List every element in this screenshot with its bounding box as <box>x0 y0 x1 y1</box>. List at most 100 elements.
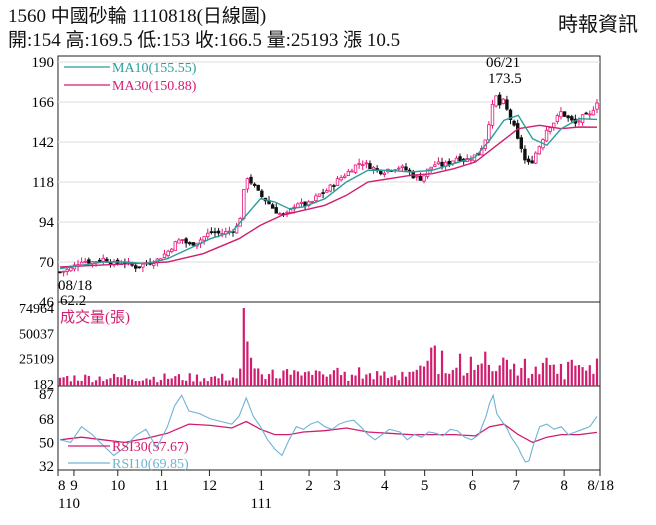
volume-bar <box>224 380 227 386</box>
candle-body <box>87 259 91 264</box>
candle-body <box>310 201 314 203</box>
candle-body <box>357 163 361 165</box>
volume-bar <box>559 363 563 386</box>
volume-bar <box>307 371 310 386</box>
volume-bar <box>303 372 307 386</box>
price-tick-label: 166 <box>32 95 55 111</box>
volume-bar <box>570 359 573 386</box>
volume-bar <box>84 374 87 386</box>
price-tick-label: 94 <box>39 215 55 231</box>
candle-body <box>422 175 426 182</box>
candle-body <box>429 166 433 170</box>
ma10-legend-label: MA10(155.55) <box>112 61 197 76</box>
candle-body <box>512 120 516 126</box>
x-tick-label: 7 <box>513 478 521 494</box>
volume-bar <box>163 373 166 386</box>
volume-tick-label: 50037 <box>19 327 54 342</box>
volume-bar <box>267 374 271 386</box>
volume-bar <box>361 378 364 386</box>
candle-body <box>216 230 221 234</box>
candle-body <box>415 175 419 178</box>
volume-bar <box>271 369 274 386</box>
volume-bar <box>592 373 595 386</box>
volume-bar <box>404 376 408 386</box>
candle-body <box>397 167 401 170</box>
candle-body <box>256 184 260 191</box>
candle-body <box>249 176 253 184</box>
candle-body <box>458 156 462 162</box>
volume-bar <box>505 359 508 386</box>
candle-body <box>335 178 340 186</box>
x-year-label: 111 <box>251 496 272 512</box>
candle-body <box>469 158 473 161</box>
volume-bar <box>58 377 62 386</box>
candle-body <box>548 127 552 132</box>
volume-bar <box>66 375 69 386</box>
volume-tick-label: 182 <box>33 378 54 393</box>
volume-bar <box>469 356 472 386</box>
rsi-tick-label: 87 <box>39 387 55 403</box>
volume-bar <box>372 379 375 386</box>
candle-body <box>361 164 365 167</box>
volume-bar <box>329 374 332 386</box>
candle-body <box>252 183 257 186</box>
volume-bar <box>549 364 552 386</box>
rsi10-line <box>59 393 598 463</box>
volume-bar <box>368 373 372 386</box>
volume-bar <box>80 380 83 386</box>
volume-bar <box>595 358 599 386</box>
volume-bar <box>332 370 336 386</box>
x-tick-label: 10 <box>110 478 125 494</box>
volume-bar <box>94 380 98 386</box>
volume-bar <box>552 364 555 386</box>
rsi10-legend-label: RSI10(69.85) <box>112 457 189 472</box>
volume-bar <box>588 365 591 386</box>
candle-body <box>101 257 105 262</box>
volume-bar <box>246 341 249 386</box>
volume-bar <box>321 374 325 386</box>
candle-body <box>170 248 174 253</box>
candle-body <box>97 259 102 262</box>
volume-bar <box>376 371 379 386</box>
volume-bar <box>451 370 454 386</box>
chart-title: 1560 中國砂輪 1110818(日線圖) <box>8 6 267 27</box>
x-tick-label: 3 <box>333 478 341 494</box>
candle-body <box>328 184 333 192</box>
candle-body <box>274 207 278 214</box>
volume-bar <box>253 368 256 386</box>
volume-bar <box>285 369 289 386</box>
volume-bar <box>296 371 299 386</box>
volume-bar <box>520 368 523 386</box>
candle-body <box>555 115 560 123</box>
volume-bar <box>563 379 566 386</box>
volume-bar <box>577 365 581 386</box>
volume-bar <box>242 308 245 386</box>
volume-bar <box>336 367 339 386</box>
candle-body <box>162 253 167 258</box>
volume-bar <box>473 369 476 386</box>
candle-body <box>505 99 509 110</box>
volume-bar <box>340 375 343 386</box>
volume-bar <box>455 367 458 386</box>
volume-bar <box>289 374 292 386</box>
volume-bar <box>116 377 119 386</box>
volume-bar <box>249 357 253 386</box>
volume-bar <box>264 379 267 386</box>
candle-body <box>454 157 459 163</box>
volume-bar <box>282 370 285 386</box>
candle-body <box>490 103 495 126</box>
volume-bar <box>73 375 76 386</box>
volume-bar <box>188 373 191 386</box>
volume-bar <box>347 380 350 386</box>
volume-bar <box>538 374 541 386</box>
volume-bar <box>476 364 480 386</box>
candle-body <box>595 102 599 110</box>
candle-body <box>188 242 192 245</box>
candle-body <box>141 263 145 268</box>
volume-bar <box>545 357 548 386</box>
candle-body <box>83 260 87 263</box>
rsi-tick-label: 32 <box>39 459 54 475</box>
x-tick-label: 4 <box>381 478 389 494</box>
volume-bar <box>458 353 462 386</box>
